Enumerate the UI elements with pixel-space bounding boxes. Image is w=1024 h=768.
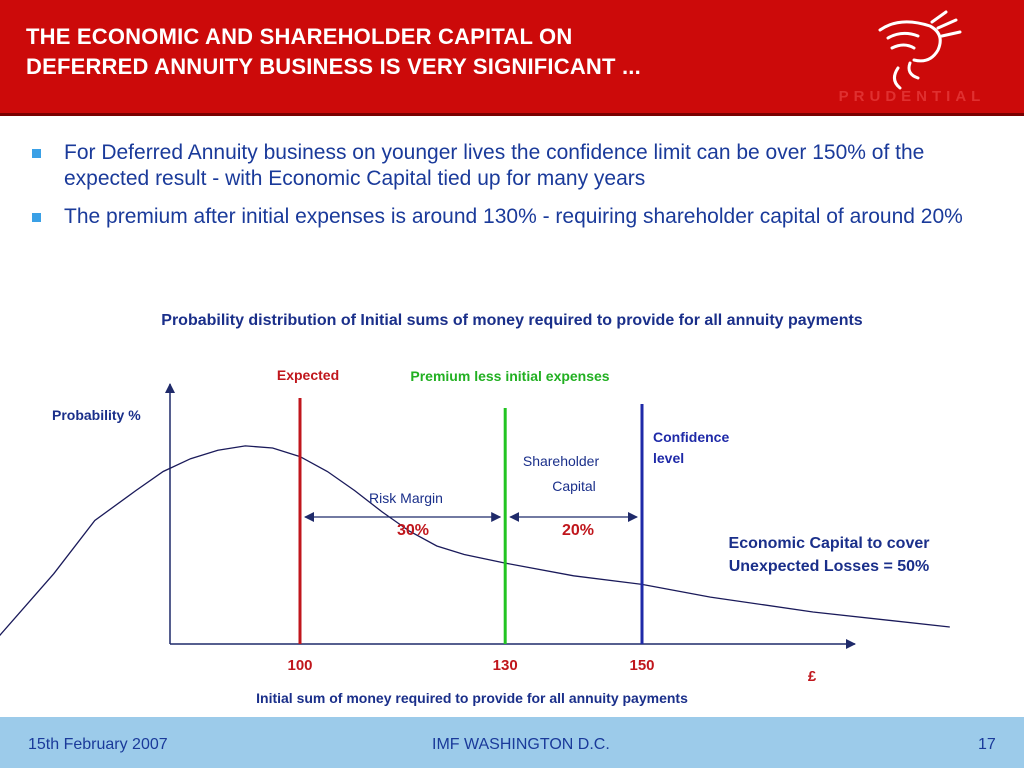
x-tick-100: 100 [287, 657, 312, 674]
x-axis-label: Initial sum of money required to provide… [256, 690, 688, 706]
shareholder-capital-label-line-2: Capital [552, 478, 596, 494]
footer-date: 15th February 2007 [28, 736, 168, 753]
x-tick-150: 150 [629, 657, 654, 674]
confidence-label-line-2: level [653, 450, 684, 466]
bullet-item: The premium after initial expenses is ar… [28, 204, 998, 230]
bullet-square-icon [32, 149, 41, 158]
bullet-square-icon [32, 213, 41, 222]
bullet-text: For Deferred Annuity business on younger… [64, 141, 925, 190]
confidence-label-line-1: Confidence [653, 429, 729, 445]
bullet-list: For Deferred Annuity business on younger… [28, 140, 998, 242]
footer-event: IMF WASHINGTON D.C. [432, 736, 610, 753]
slide-footer: 15th February 2007 IMF WASHINGTON D.C. 1… [0, 717, 1024, 768]
shareholder-capital-value: 20% [562, 522, 594, 539]
prudential-logo: PRUDENTIAL [839, 10, 986, 103]
title-line-1: THE ECONOMIC AND SHAREHOLDER CAPITAL ON [26, 24, 573, 49]
risk-margin-label: Risk Margin [369, 490, 443, 506]
bullet-text: The premium after initial expenses is ar… [64, 205, 963, 228]
slide-header: THE ECONOMIC AND SHAREHOLDER CAPITAL ON … [0, 0, 1024, 116]
probability-curve [0, 445, 950, 637]
economic-capital-note-line-2: Unexpected Losses = 50% [729, 558, 930, 575]
expected-label: Expected [277, 367, 339, 383]
bullet-item: For Deferred Annuity business on younger… [28, 140, 998, 192]
premium-label: Premium less initial expenses [410, 368, 609, 384]
economic-capital-note-line-1: Economic Capital to cover [729, 535, 930, 552]
y-axis-label: Probability % [52, 407, 141, 423]
chart-title: Probability distribution of Initial sums… [161, 312, 863, 329]
logo-wordmark: PRUDENTIAL [839, 88, 986, 103]
x-axis-unit: £ [808, 668, 817, 685]
shareholder-capital-label-line-1: Shareholder [523, 453, 600, 469]
title-line-2: DEFERRED ANNUITY BUSINESS IS VERY SIGNIF… [26, 54, 641, 79]
footer-page-number: 17 [978, 736, 996, 753]
risk-margin-value: 30% [397, 522, 429, 539]
x-tick-130: 130 [493, 657, 518, 674]
slide-title: THE ECONOMIC AND SHAREHOLDER CAPITAL ON … [26, 22, 786, 82]
